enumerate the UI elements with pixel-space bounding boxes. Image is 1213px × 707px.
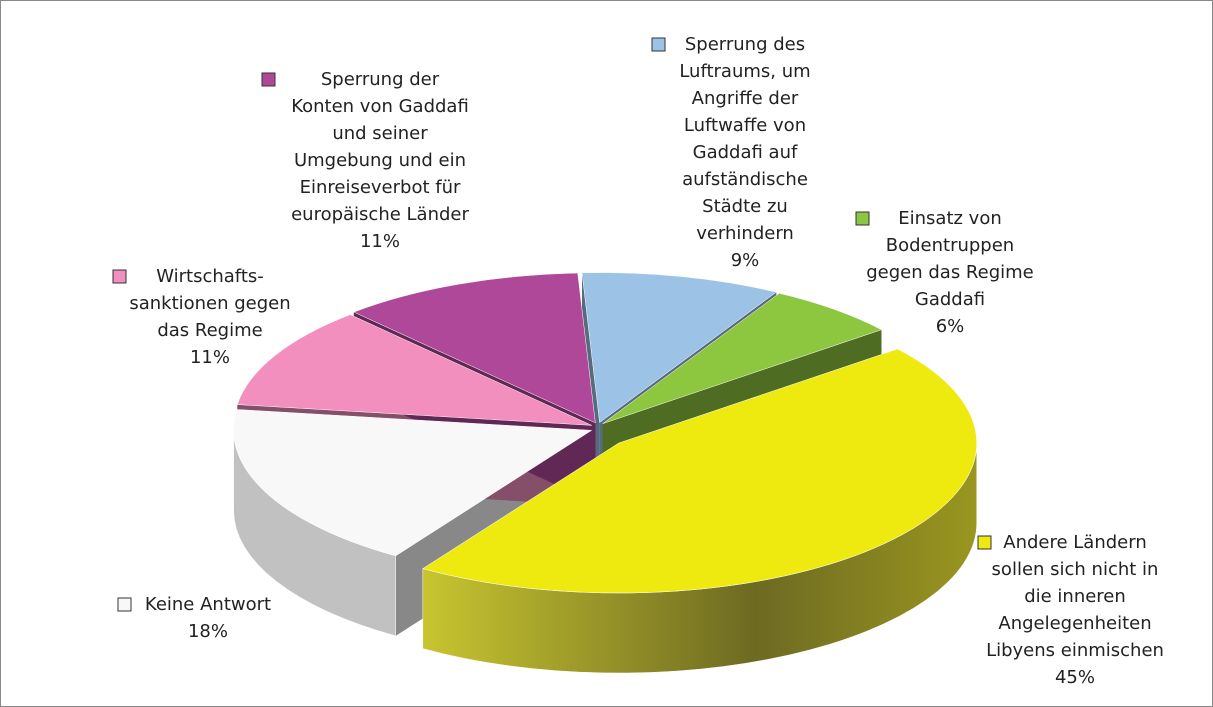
legend-swatch bbox=[855, 211, 870, 226]
value-label: 11% bbox=[190, 347, 230, 368]
slice-label: Einsatz von Bodentruppen gegen das Regime G… bbox=[866, 208, 1034, 310]
slice bbox=[422, 348, 977, 594]
slice bbox=[353, 272, 596, 424]
slice-label: Wirtschafts-sanktionen gegen das Regime bbox=[129, 266, 290, 341]
value-label: 45% bbox=[1055, 667, 1095, 688]
value-label: 6% bbox=[936, 316, 965, 337]
slice-label: Sperrung des Luftraums, um Angriffe der Luf… bbox=[679, 34, 810, 244]
legend-swatch bbox=[117, 597, 132, 612]
slice bbox=[602, 293, 883, 424]
value-label: 18% bbox=[188, 621, 228, 642]
slice bbox=[581, 272, 777, 424]
slice bbox=[236, 314, 592, 426]
legend-swatch bbox=[261, 72, 276, 87]
value-label: 9% bbox=[731, 250, 760, 271]
legend-swatch bbox=[651, 37, 666, 52]
legend-swatch bbox=[977, 535, 992, 550]
value-label: 11% bbox=[360, 231, 400, 252]
legend-swatch bbox=[112, 269, 127, 284]
slice-label: Andere Ländern sollen sich nicht in die in… bbox=[986, 532, 1164, 661]
slice-label: Sperrung der Konten von Gaddafi und seiner… bbox=[291, 69, 469, 225]
slice bbox=[233, 409, 593, 557]
slice-label: Keine Antwort bbox=[145, 594, 271, 615]
